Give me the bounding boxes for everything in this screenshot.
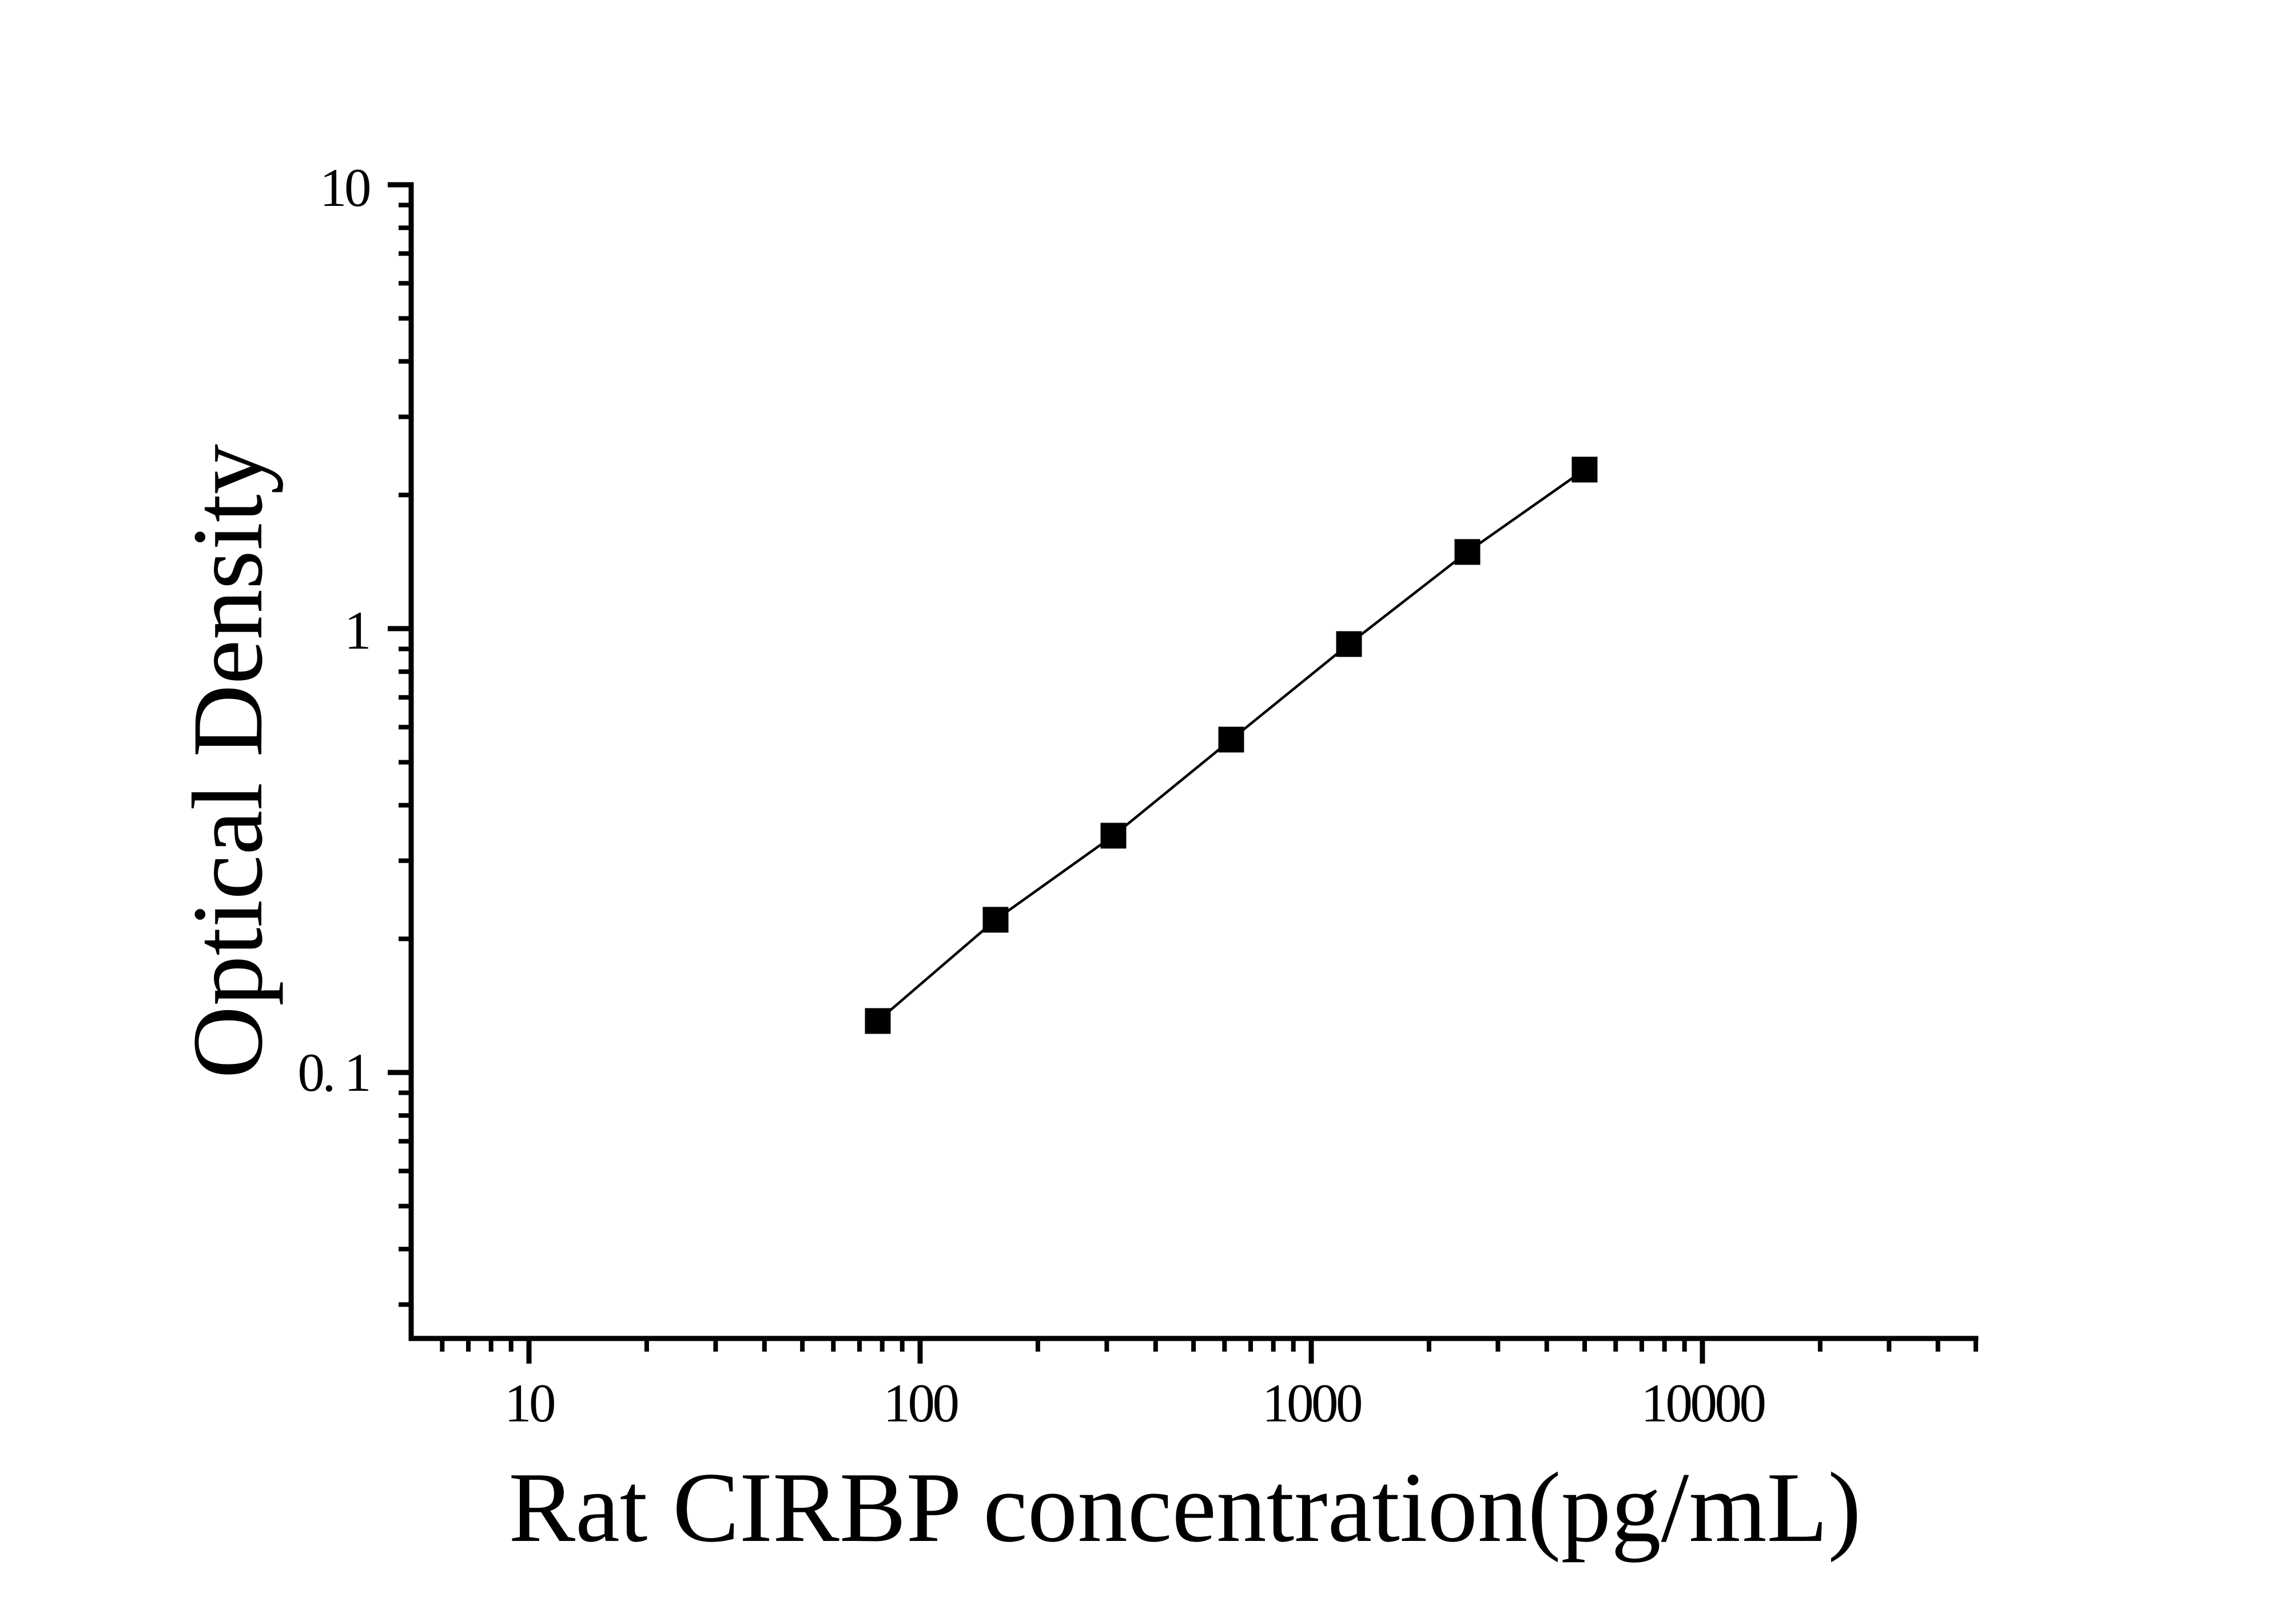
svg-text:10: 10 (504, 1373, 554, 1433)
svg-text:0. 1: 0. 1 (298, 1042, 369, 1103)
svg-text:Optical Density: Optical Density (172, 444, 284, 1079)
svg-text:100: 100 (884, 1373, 958, 1433)
svg-text:10: 10 (320, 157, 369, 218)
svg-text:10000: 10000 (1641, 1373, 1765, 1433)
svg-text:Rat CIRBP concentration(pg/mL): Rat CIRBP concentration(pg/mL) (508, 1452, 1861, 1563)
svg-text:1: 1 (344, 600, 369, 661)
svg-text:1000: 1000 (1262, 1373, 1361, 1433)
